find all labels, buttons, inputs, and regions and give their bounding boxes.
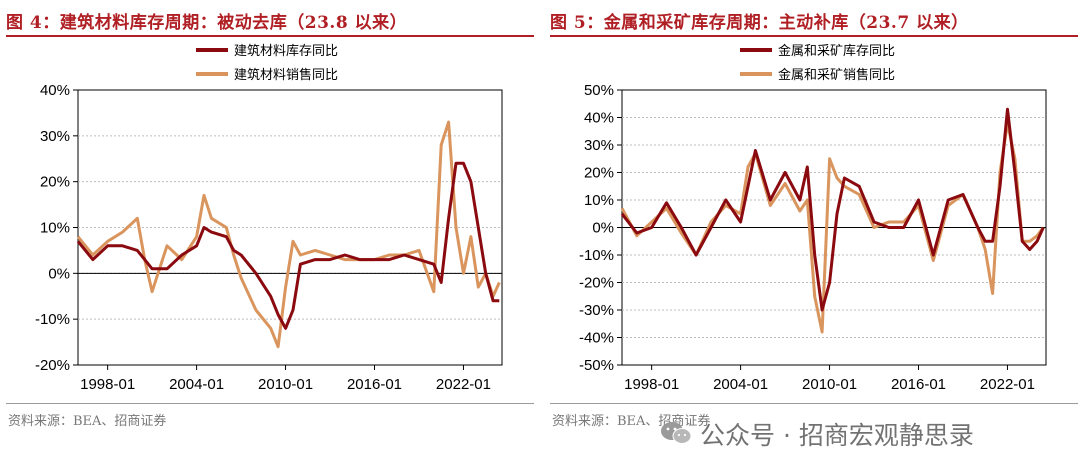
y-tick-label: 20% bbox=[584, 165, 614, 182]
x-tick-label: 2022-01 bbox=[980, 376, 1035, 393]
y-tick-label: 30% bbox=[584, 137, 614, 154]
y-tick-label: -50% bbox=[579, 357, 614, 374]
series-line-inventory bbox=[76, 161, 500, 330]
legend-label: 金属和采矿销售同比 bbox=[778, 67, 895, 83]
title-divider bbox=[6, 35, 534, 37]
x-tick-label: 1998-01 bbox=[80, 376, 135, 393]
chart-panel-building-materials: 图 4：建筑材料库存周期：被动去库（23.8 以来） -20% -10% 0% 10%… bbox=[6, 0, 534, 475]
series-line-sales bbox=[76, 120, 501, 349]
y-tick-label: 0% bbox=[592, 220, 614, 237]
x-tick-label: 2004-01 bbox=[713, 376, 768, 393]
y-tick-label: 20% bbox=[40, 174, 70, 191]
y-tick-label: 40% bbox=[584, 110, 614, 127]
x-tick-label: 2004-01 bbox=[169, 376, 224, 393]
y-tick-label: 50% bbox=[584, 82, 614, 99]
y-tick-label: -10% bbox=[579, 247, 614, 264]
legend-label: 金属和采矿库存同比 bbox=[778, 43, 895, 59]
title-divider bbox=[550, 35, 1078, 37]
y-tick-label: 10% bbox=[40, 220, 70, 237]
y-tick-label: -40% bbox=[579, 330, 614, 347]
source-divider bbox=[550, 403, 1078, 404]
source-divider bbox=[6, 403, 534, 404]
y-tick-label: 0% bbox=[48, 265, 70, 282]
chart-panel-metals-mining: 图 5：金属和采矿库存周期：主动补库（23.7 以来） -50% -40% -30%… bbox=[550, 0, 1078, 475]
y-tick-label: -20% bbox=[579, 275, 614, 292]
x-tick-label: 1998-01 bbox=[624, 376, 679, 393]
x-tick-label: 2016-01 bbox=[891, 376, 946, 393]
series-line-inventory bbox=[620, 107, 1045, 312]
x-tick-label: 2010-01 bbox=[258, 376, 313, 393]
x-tick-label: 2010-01 bbox=[802, 376, 857, 393]
watermark-text: 公众号 · 招商宏观静思录 bbox=[700, 421, 974, 450]
y-tick-label: -10% bbox=[35, 311, 70, 328]
y-tick-label: 30% bbox=[40, 128, 70, 145]
chart-building-materials: -20% -10% 0% 10% 20% 30% 40% 1998-01 2004-01 2010… bbox=[35, 43, 503, 393]
chart-title: 图 4：建筑材料库存周期：被动去库（23.8 以来） bbox=[6, 13, 408, 33]
x-tick-label: 2016-01 bbox=[347, 376, 402, 393]
y-tick-label: 10% bbox=[584, 192, 614, 209]
legend-label: 建筑材料库存同比 bbox=[234, 43, 338, 59]
legend-label: 建筑材料销售同比 bbox=[234, 67, 338, 83]
y-tick-label: 40% bbox=[40, 82, 70, 99]
y-tick-label: -20% bbox=[35, 357, 70, 374]
chart-metals-mining: -50% -40% -30% -20% -10% 0% 10% 20% 30% 40% 50% 199… bbox=[579, 43, 1047, 393]
source-note: 资料来源：BEA、招商证券 bbox=[8, 414, 167, 429]
chart-title: 图 5：金属和采矿库存周期：主动补库（23.7 以来） bbox=[550, 13, 969, 33]
wechat-icon bbox=[661, 422, 692, 444]
x-tick-label: 2022-01 bbox=[436, 376, 491, 393]
y-tick-label: -30% bbox=[579, 302, 614, 319]
